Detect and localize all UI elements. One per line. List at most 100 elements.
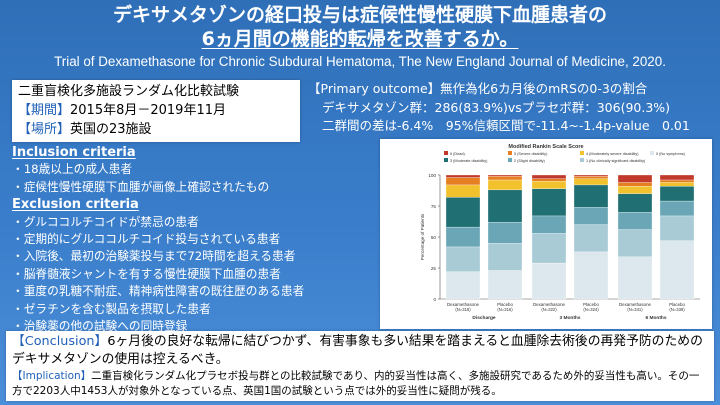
legend-label: 6 (Dead) bbox=[450, 152, 466, 156]
title-line-2: 6ヵ月間の機能的転帰を改善するか。 bbox=[201, 28, 519, 50]
citation: Trial of Dexamethasone for Chronic Subdu… bbox=[54, 54, 666, 69]
bar-segment bbox=[531, 174, 567, 179]
bar-segment bbox=[573, 251, 609, 300]
inclusion-item: 18歳以上の成人患者 bbox=[12, 161, 362, 178]
bar-segment bbox=[531, 215, 567, 234]
bar-label: Placebo bbox=[583, 302, 599, 307]
implication: 【Implication】二重盲検化ランダム化プラセボ投与群との比較試験であり、… bbox=[12, 370, 700, 397]
bar-segment bbox=[531, 262, 567, 300]
y-tick-label: 0 bbox=[433, 297, 436, 302]
legend-swatch bbox=[444, 151, 448, 155]
study-site: 【場所】英国の23施設 bbox=[18, 122, 152, 137]
legend-swatch bbox=[580, 151, 584, 155]
y-axis-label: Percentage of Patients bbox=[420, 213, 425, 260]
primary-outcome: 【Primary outcome】無作為化6カ月後のmRSの0-3の割合 デキサ… bbox=[308, 80, 712, 136]
bar-segment bbox=[487, 189, 523, 223]
group-label: Discharge bbox=[472, 315, 496, 321]
legend-swatch bbox=[580, 158, 584, 162]
title-line-1: デキサメタゾンの経口投与は症候性慢性硬膜下血腫患者の bbox=[112, 4, 607, 26]
bar-label: Placebo bbox=[497, 302, 513, 307]
bar-segment bbox=[445, 184, 481, 198]
bar-segment bbox=[617, 193, 653, 213]
legend-swatch bbox=[508, 158, 512, 162]
bar-segment bbox=[573, 184, 609, 208]
outcome-difference: 二群間の差は-6.4% 95%信頼区間で-11.4~-1.4p-value 0.… bbox=[322, 118, 690, 133]
legend-swatch bbox=[508, 151, 512, 155]
bar-segment bbox=[617, 212, 653, 230]
study-design: 二重盲検化多施設ランダム化比較試験 bbox=[18, 84, 240, 99]
bar-label: Dexamethasone bbox=[447, 302, 480, 307]
study-info-box: 二重盲検化多施設ランダム化比較試験 【期間】2015年8月－2019年11月 【… bbox=[12, 80, 300, 142]
bar-segment bbox=[659, 179, 695, 183]
bar-segment bbox=[445, 197, 481, 228]
bar-segment bbox=[531, 233, 567, 264]
study-period: 【期間】2015年8月－2019年11月 bbox=[18, 103, 226, 118]
bar-segment bbox=[573, 207, 609, 225]
bar-segment bbox=[659, 200, 695, 217]
y-tick-label: 50 bbox=[431, 235, 437, 240]
bar-segment bbox=[445, 271, 481, 300]
group-label: 6 Months bbox=[645, 315, 666, 321]
exclusion-title: Exclusion criteria bbox=[12, 197, 139, 213]
bar-segment bbox=[573, 174, 609, 177]
bar-segment bbox=[573, 178, 609, 186]
legend-label: 4 (Moderately severe disability) bbox=[586, 152, 639, 156]
bar-segment bbox=[659, 215, 695, 241]
bar-segment bbox=[617, 256, 653, 300]
bar-segment bbox=[445, 246, 481, 272]
bar-segment bbox=[659, 186, 695, 202]
mrs-stacked-bar-chart: Modified Rankin Scale Score 6 (Dead) 5 (Se… bbox=[420, 144, 700, 321]
y-tick-label: 25 bbox=[431, 266, 437, 271]
bar-segment bbox=[659, 174, 695, 181]
exclusion-item: ゼラチンを含む製品を摂取した患者 bbox=[12, 301, 362, 318]
bar-segment bbox=[487, 174, 523, 177]
bar-segment bbox=[659, 240, 695, 300]
exclusion-item: グルココルチコイドが禁忌の患者 bbox=[12, 214, 362, 231]
bar-segment bbox=[487, 243, 523, 271]
criteria-section: Inclusion criteria 18歳以上の成人患者 症候性慢性硬膜下血腫… bbox=[12, 144, 362, 335]
legend-label: 0 (No symptoms) bbox=[656, 152, 686, 156]
primary-outcome-text: 無作為化6カ月後のmRSの0-3の割合 bbox=[440, 81, 648, 96]
bar-n-label: (N=324) bbox=[583, 307, 599, 312]
conclusion-box: 【Conclusion】6ヶ月後の良好な転帰に結びつかず、有害事象も多い結果を踏… bbox=[6, 331, 714, 401]
legend-label: 3 (Moderate disability) bbox=[450, 159, 488, 163]
legend-swatch bbox=[650, 151, 654, 155]
bar-segment bbox=[573, 176, 609, 179]
inclusion-item: 症候性慢性硬膜下血腫が画像上確認されたもの bbox=[12, 179, 362, 196]
bar-segment bbox=[617, 174, 653, 183]
legend-label: 5 (Severe disability) bbox=[514, 152, 548, 156]
bar-segment bbox=[487, 176, 523, 181]
legend-label: 2 (Slight disability) bbox=[514, 159, 546, 163]
bar-segment bbox=[617, 182, 653, 187]
bar-segment bbox=[445, 174, 481, 178]
exclusion-item: 脳脊髄液シャントを有する慢性硬膜下血腫の患者 bbox=[12, 266, 362, 283]
bar-segment bbox=[487, 270, 523, 300]
bar-label: Dexamethasone bbox=[533, 302, 566, 307]
y-tick-label: 75 bbox=[431, 204, 437, 209]
conclusion: 【Conclusion】6ヶ月後の良好な転帰に結びつかず、有害事象も多い結果を踏… bbox=[12, 334, 703, 367]
inclusion-title: Inclusion criteria bbox=[12, 145, 136, 160]
bar-label: Dexamethasone bbox=[619, 302, 652, 307]
bar-segment bbox=[487, 179, 523, 191]
bar-segment bbox=[445, 226, 481, 248]
bar-n-label: (N=316) bbox=[497, 307, 513, 312]
bar-segment bbox=[659, 182, 695, 187]
bar-n-label: (N=341) bbox=[627, 307, 643, 312]
bar-segment bbox=[617, 186, 653, 194]
y-tick-label: 100 bbox=[428, 173, 436, 178]
bar-segment bbox=[531, 188, 567, 217]
bar-segment bbox=[487, 221, 523, 244]
bar-segment bbox=[531, 178, 567, 182]
group-label: 3 Months bbox=[559, 315, 580, 321]
mrs-chart-figure: Modified Rankin Scale Score 6 (Dead) 5 (Se… bbox=[380, 139, 712, 329]
primary-outcome-label: 【Primary outcome】 bbox=[308, 81, 441, 96]
bar-segment bbox=[617, 229, 653, 257]
legend-swatch bbox=[444, 158, 448, 162]
outcome-result: デキサメタゾン群：286(83.9%)vsプラセボ群：306(90.3%) bbox=[322, 99, 671, 115]
exclusion-item: 重度の乳糖不耐症、精神病性障害の既往歴のある患者 bbox=[12, 283, 362, 300]
bar-n-label: (N=339) bbox=[669, 307, 685, 312]
chart-title: Modified Rankin Scale Score bbox=[508, 144, 583, 150]
exclusion-item: 入院後、最初の治験薬投与まで72時間を超える患者 bbox=[12, 248, 362, 265]
bar-label: Placebo bbox=[669, 302, 685, 307]
bar-n-label: (N=322) bbox=[541, 307, 557, 312]
